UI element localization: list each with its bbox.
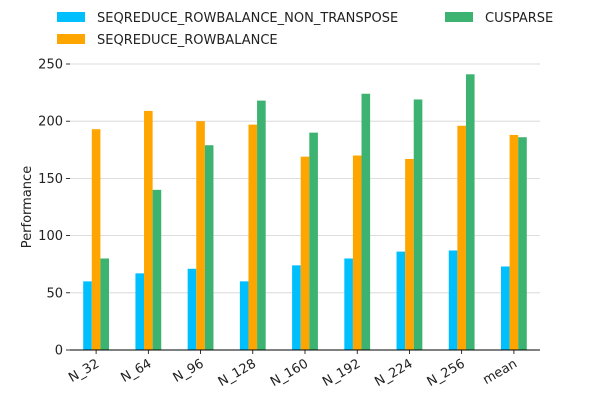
bar-marks [83,74,527,351]
bar [352,155,362,350]
legend-label: SEQREDUCE_ROWBALANCE [97,33,278,48]
y-tick-label: 100 [38,229,63,244]
x-tick-label: mean [480,356,519,387]
y-tick-label: 50 [46,286,63,301]
y-axis-label: Performance [20,166,35,248]
bar [509,134,519,350]
bar [457,125,466,350]
x-tick-label: N_160 [268,356,311,390]
bar [292,265,301,350]
y-tick-label: 200 [38,115,63,130]
bar [83,281,92,350]
bar [500,266,510,350]
y-tick-label: 150 [38,172,63,187]
bar [405,158,414,350]
legend-label: CUSPARSE [485,11,553,26]
bar [309,132,318,350]
bar [361,93,371,350]
legend-swatch [57,12,85,22]
bar [448,250,458,350]
bar [396,251,406,350]
y-tick-label: 0 [55,344,63,359]
bar [300,156,310,350]
bar [239,281,249,350]
legend-label: SEQREDUCE_ROWBALANCE_NON_TRANSPOSE [97,11,398,26]
bar [248,124,258,351]
bar [518,137,527,350]
legend-swatch [445,12,473,22]
y-axis-ticks: 0 50 100 150 200 250 [38,58,70,359]
x-tick-label: N_192 [320,356,363,390]
bar [344,258,353,350]
x-tick-label: N_32 [66,356,102,385]
bar [413,99,423,351]
y-tick-label: 250 [38,58,63,73]
bar [144,110,153,351]
x-tick-label: N_64 [118,356,154,385]
x-axis-ticks: N_32 N_64 N_96 N_128 N_160 N_192 N_224 N_256 mea… [66,350,520,390]
bar [204,145,214,350]
x-tick-label: N_96 [171,356,207,385]
bar [135,273,145,350]
bar [196,121,205,350]
bar [187,268,197,350]
bar [91,129,101,350]
legend-swatch [57,34,85,44]
x-tick-label: N_224 [372,356,415,390]
bar [152,189,162,350]
bar [257,100,266,350]
x-tick-label: N_128 [216,356,259,390]
legend: SEQREDUCE_ROWBALANCE_NON_TRANSPOSE SEQRED… [57,11,553,48]
bar [465,74,475,351]
bar [100,258,110,350]
x-tick-label: N_256 [425,356,468,390]
